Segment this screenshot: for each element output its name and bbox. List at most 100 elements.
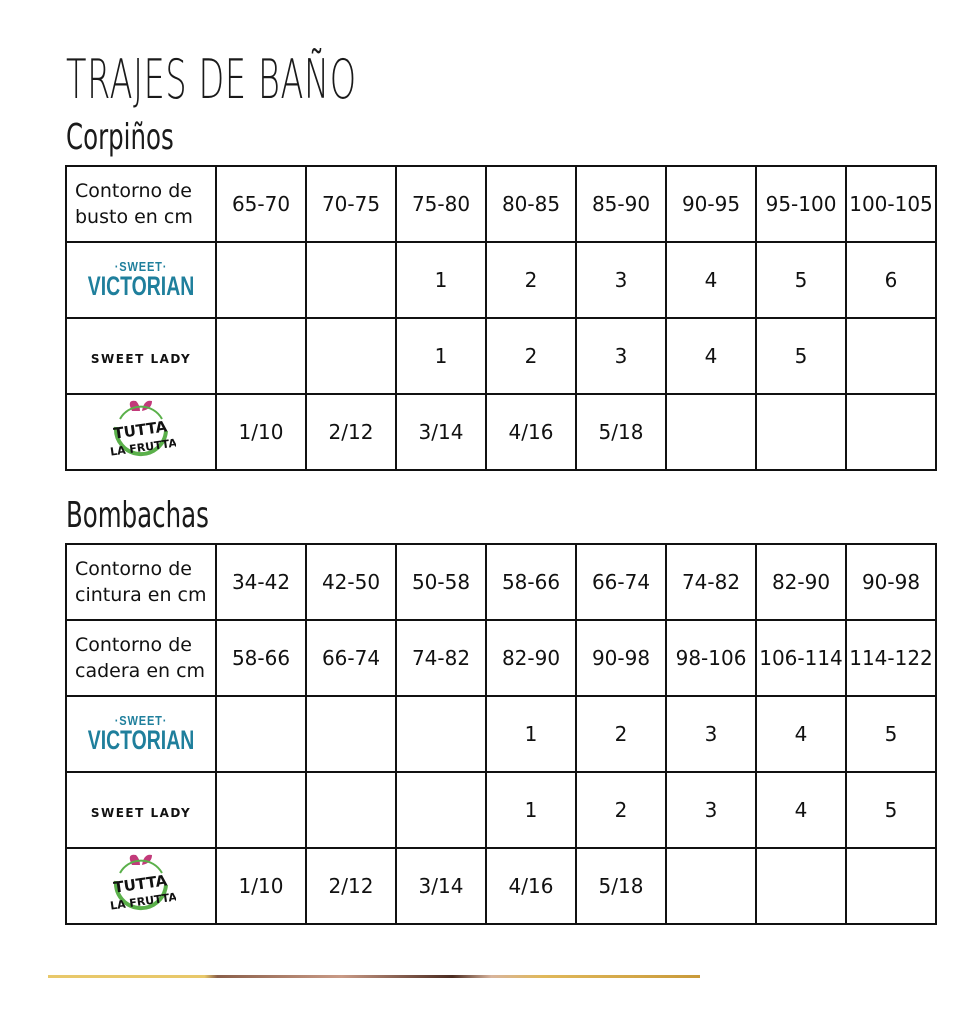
size-range-cell: 58-66 [215, 619, 308, 697]
size-cell [305, 771, 398, 849]
size-range-cell: 66-74 [305, 619, 398, 697]
brand-cell: ·SWEET· VICTORIAN [64, 241, 218, 319]
size-cell [665, 847, 758, 925]
corpinos-heading: Corpiños [66, 117, 174, 158]
size-cell: 2 [575, 695, 668, 773]
size-cell [755, 393, 848, 471]
brand-cell: SWEET LADY [64, 771, 218, 849]
size-cell: 4 [755, 695, 848, 773]
size-cell: 2 [575, 771, 668, 849]
bombachas-size-table: Contorno de cintura en cm 34-42 42-50 50-58… [64, 543, 938, 925]
size-range-cell: 90-98 [845, 543, 938, 621]
size-range-cell: 98-106 [665, 619, 758, 697]
brand-row-sweet-victorian: ·SWEET· VICTORIAN 1 2 3 4 5 [64, 695, 938, 773]
size-cell [305, 317, 398, 395]
size-cell [845, 847, 938, 925]
corpinos-size-table: Contorno de busto en cm 65-70 70-75 75-80 80… [64, 165, 938, 471]
size-range-cell: 66-74 [575, 543, 668, 621]
size-cell: 5/18 [575, 847, 668, 925]
size-cell: 1 [395, 317, 488, 395]
brand-cell: SWEET LADY [64, 317, 218, 395]
size-cell: 1/10 [215, 393, 308, 471]
size-cell: 1/10 [215, 847, 308, 925]
size-range-cell: 106-114 [755, 619, 848, 697]
size-cell: 4/16 [485, 393, 578, 471]
size-cell: 3 [665, 771, 758, 849]
size-cell: 5 [845, 771, 938, 849]
size-range-cell: 100-105 [845, 165, 938, 243]
size-cell: 4 [665, 317, 758, 395]
sweet-victorian-logo: ·SWEET· VICTORIAN [87, 259, 195, 301]
size-cell: 6 [845, 241, 938, 319]
brand-cell: TUTTA LA FRUTTA [64, 847, 218, 925]
size-cell: 3 [575, 317, 668, 395]
size-range-cell: 74-82 [395, 619, 488, 697]
size-cell: 2/12 [305, 393, 398, 471]
size-cell: 2/12 [305, 847, 398, 925]
size-cell [395, 695, 488, 773]
size-cell [215, 317, 308, 395]
size-range-cell: 70-75 [305, 165, 398, 243]
size-cell [305, 695, 398, 773]
size-range-cell: 90-95 [665, 165, 758, 243]
size-cell: 5 [755, 241, 848, 319]
brand-row-tutta-frutta: TUTTA LA FRUTTA 1/10 2/12 3/14 4/16 5/18 [64, 847, 938, 925]
size-range-cell: 42-50 [305, 543, 398, 621]
size-cell: 2 [485, 317, 578, 395]
size-cell [845, 317, 938, 395]
size-range-cell: 80-85 [485, 165, 578, 243]
size-cell: 2 [485, 241, 578, 319]
size-cell: 5 [755, 317, 848, 395]
size-cell: 4 [755, 771, 848, 849]
size-range-cell: 114-122 [845, 619, 938, 697]
size-cell: 1 [485, 771, 578, 849]
page-title: TRAJES DE BAÑO [66, 48, 357, 111]
size-range-cell: 74-82 [665, 543, 758, 621]
size-cell [665, 393, 758, 471]
size-cell [215, 241, 308, 319]
waist-row: Contorno de cintura en cm 34-42 42-50 50-58… [64, 543, 938, 621]
size-cell [305, 241, 398, 319]
brand-row-sweet-lady: SWEET LADY 1 2 3 4 5 [64, 771, 938, 849]
size-cell: 5/18 [575, 393, 668, 471]
size-range-cell: 75-80 [395, 165, 488, 243]
bust-row: Contorno de busto en cm 65-70 70-75 75-80 80… [64, 165, 938, 243]
brand-cell: TUTTA LA FRUTTA [64, 393, 218, 471]
size-cell: 5 [845, 695, 938, 773]
brand-row-tutta-frutta: TUTTA LA FRUTTA 1/10 2/12 3/14 4/16 5/18 [64, 393, 938, 471]
size-cell [845, 393, 938, 471]
size-cell [215, 771, 308, 849]
sweet-lady-logo: SWEET LADY [90, 806, 192, 820]
size-cell [395, 771, 488, 849]
hip-row: Contorno de cadera en cm 58-66 66-74 74-82 8… [64, 619, 938, 697]
size-range-cell: 58-66 [485, 543, 578, 621]
size-range-cell: 95-100 [755, 165, 848, 243]
size-range-cell: 65-70 [215, 165, 308, 243]
size-cell [215, 695, 308, 773]
size-cell: 1 [395, 241, 488, 319]
size-range-cell: 85-90 [575, 165, 668, 243]
size-cell: 3 [665, 695, 758, 773]
brand-cell: ·SWEET· VICTORIAN [64, 695, 218, 773]
size-range-cell: 90-98 [575, 619, 668, 697]
row-label: Contorno de cintura en cm [64, 543, 218, 621]
decorative-divider [48, 975, 700, 978]
row-label: Contorno de cadera en cm [64, 619, 218, 697]
size-cell: 3/14 [395, 393, 488, 471]
size-cell: 4/16 [485, 847, 578, 925]
size-cell: 3 [575, 241, 668, 319]
size-cell: 3/14 [395, 847, 488, 925]
size-range-cell: 82-90 [485, 619, 578, 697]
size-cell: 4 [665, 241, 758, 319]
size-range-cell: 50-58 [395, 543, 488, 621]
size-cell [755, 847, 848, 925]
row-label: Contorno de busto en cm [64, 165, 218, 243]
sweet-lady-logo: SWEET LADY [90, 352, 192, 366]
size-range-cell: 34-42 [215, 543, 308, 621]
brand-row-sweet-lady: SWEET LADY 1 2 3 4 5 [64, 317, 938, 395]
brand-row-sweet-victorian: ·SWEET· VICTORIAN 1 2 3 4 5 6 [64, 241, 938, 319]
bombachas-heading: Bombachas [66, 495, 209, 536]
size-cell: 1 [485, 695, 578, 773]
